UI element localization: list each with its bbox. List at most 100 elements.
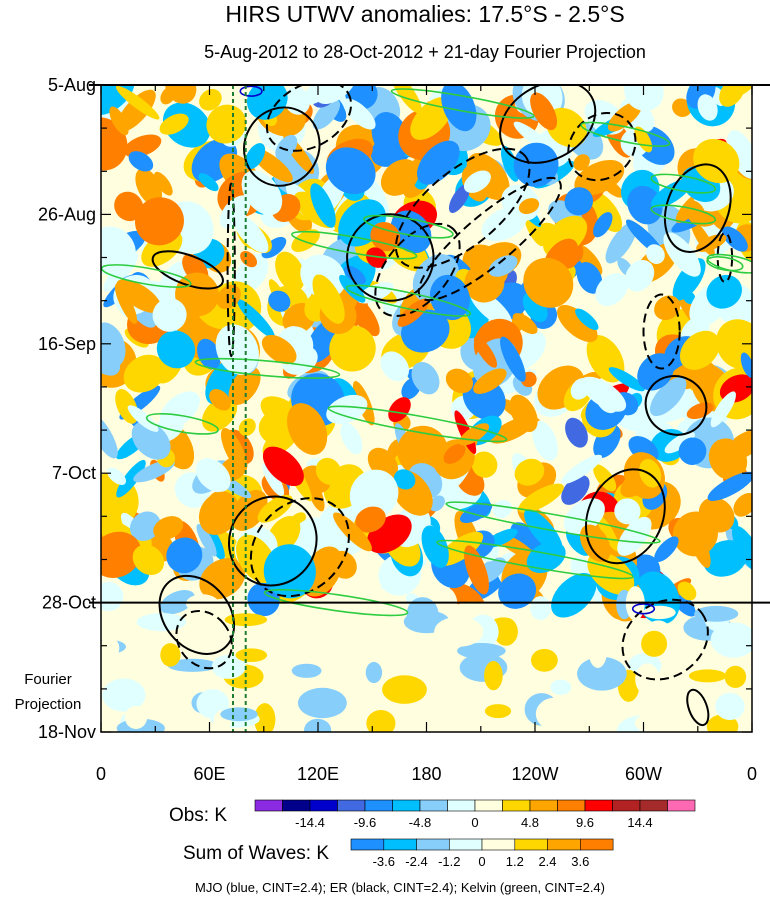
anomaly-cell: [703, 540, 748, 577]
obs-colorbar-swatch: [474, 799, 503, 812]
anomaly-cell: [325, 147, 376, 195]
anomaly-cell: [649, 377, 687, 417]
anomaly-cell: [445, 368, 473, 394]
anomaly-cell: [196, 523, 217, 557]
anomaly-cell: [312, 274, 345, 324]
anomaly-cell: [710, 391, 736, 428]
waves-colorbar-tick-label: -1.2: [438, 854, 460, 869]
projection-cell: [531, 648, 558, 672]
kelvin-contour: [650, 173, 717, 194]
anomaly-cell: [708, 438, 748, 481]
anomaly-cell: [459, 502, 493, 523]
obs-colorbar-swatch: [612, 799, 641, 812]
anomaly-cell: [448, 184, 470, 213]
wave-contours: [101, 85, 752, 727]
anomaly-cell: [340, 422, 363, 455]
anomaly-cell: [101, 531, 142, 578]
anomaly-cell: [685, 200, 706, 226]
obs-colorbar-label: Obs: K: [169, 805, 227, 826]
x-axis: 0 60E 120E 180 120W 60W 0: [96, 85, 757, 784]
er-contour-positive: [243, 106, 321, 187]
anomaly-cell: [329, 325, 376, 372]
anomaly-cell: [166, 537, 203, 574]
waves-colorbar-label: Sum of Waves: K: [183, 843, 329, 864]
obs-colorbar-tick-label: -9.6: [354, 815, 376, 830]
er-contour-positive: [663, 163, 732, 253]
anomaly-cell: [672, 98, 692, 117]
er-contour-positive: [346, 213, 435, 302]
obs-colorbar-swatch: [392, 799, 421, 812]
y-axis: 5-Aug 26-Aug 16-Sep 7-Oct 28-Oct 18-Nov: [38, 75, 752, 742]
anomaly-cell: [706, 274, 742, 309]
anomaly-cell: [593, 212, 613, 238]
projection-cell: [550, 679, 572, 695]
anomaly-cell: [153, 516, 184, 540]
anomaly-cell: [697, 94, 718, 121]
anomaly-cell: [654, 295, 681, 321]
obs-colorbar-swatch: [254, 799, 283, 812]
anomaly-cell: [275, 134, 298, 161]
anomaly-cell: [258, 410, 293, 444]
er-contour-negative: [249, 497, 350, 598]
anomaly-cell: [198, 491, 240, 535]
anomaly-cell: [605, 221, 637, 264]
anomaly-cell: [707, 471, 752, 501]
x-tick-label: 60E: [193, 764, 225, 784]
anomaly-cell: [512, 313, 538, 335]
waves-colorbar-swatch: [481, 838, 516, 851]
x-tick-label: 0: [747, 764, 757, 784]
anomaly-cell: [355, 506, 386, 533]
projection-cell: [124, 706, 148, 729]
anomaly-cell: [637, 353, 674, 391]
obs-colorbar-swatch: [419, 799, 448, 812]
anomaly-cell: [198, 173, 219, 192]
anomaly-cell: [132, 544, 165, 576]
anomaly-cell: [624, 260, 655, 292]
anomaly-cell: [261, 334, 297, 365]
projection-cell: [724, 665, 747, 689]
chart-title: HIRS UTWV anomalies: 17.5°S - 2.5°S: [225, 1, 624, 27]
anomaly-cell: [247, 582, 280, 617]
projection-cell: [710, 622, 752, 658]
obs-colorbar-swatch: [529, 799, 558, 812]
anomaly-cell: [244, 143, 266, 170]
anomaly-cell: [656, 390, 699, 423]
obs-colorbar-swatch: [557, 799, 586, 812]
anomaly-cell: [607, 101, 642, 132]
anomaly-cell: [388, 397, 411, 423]
waves-colorbar-tick-label: -3.6: [373, 854, 395, 869]
anomaly-cell: [195, 458, 231, 493]
anomaly-cell: [679, 330, 720, 370]
anomaly-cell: [261, 236, 287, 259]
kelvin-contour: [263, 588, 409, 617]
anomaly-cell: [197, 338, 221, 370]
projection-cell: [688, 669, 727, 683]
er-contour-negative: [394, 147, 531, 269]
anomaly-cell: [114, 283, 138, 324]
anomaly-cell: [275, 251, 305, 292]
projection-cell: [434, 616, 484, 647]
anomaly-cell: [206, 104, 247, 144]
anomaly-cell: [551, 573, 597, 618]
anomaly-cell: [291, 229, 320, 252]
anomaly-cell: [370, 221, 401, 252]
anomaly-cell: [595, 273, 629, 306]
er-contour-negative: [226, 182, 236, 358]
anomaly-cell: [500, 145, 520, 182]
anomaly-cell: [175, 272, 219, 317]
projection-cell: [365, 661, 383, 684]
anomaly-cell: [131, 421, 171, 460]
waves-colorbar: Sum of Waves: K -3.6 -2.4 -1.2 0 1.2 2.4 3.6: [183, 838, 614, 869]
anomaly-cell: [135, 197, 184, 246]
waves-colorbar-swatch: [514, 838, 548, 851]
anomaly-cell: [733, 492, 752, 517]
projection-cell: [588, 633, 608, 668]
anomaly-cell: [740, 352, 752, 378]
er-contour-negative: [567, 111, 637, 182]
kelvin-contour: [445, 501, 661, 544]
y-tick-label: 7-Oct: [52, 463, 96, 483]
projection-cell: [211, 654, 246, 679]
anomaly-cell: [664, 431, 696, 454]
y-tick-label: 5-Aug: [48, 75, 96, 95]
y-tick-label: 28-Oct: [42, 593, 96, 613]
